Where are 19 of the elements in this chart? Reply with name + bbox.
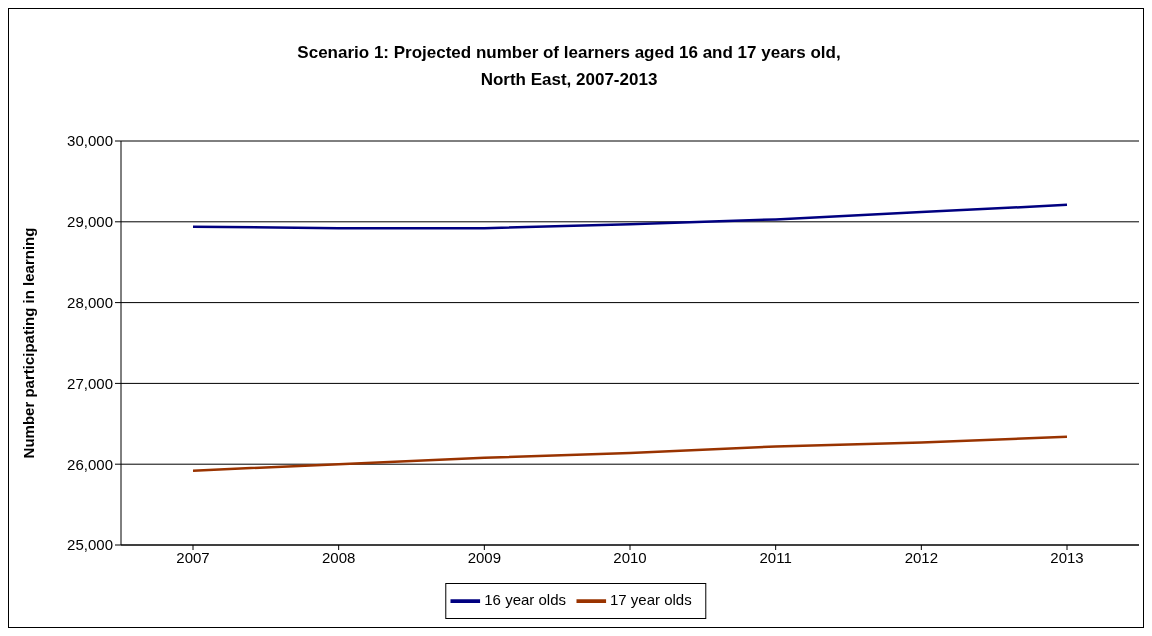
legend-label: 17 year olds — [610, 590, 692, 608]
x-tick-label: 2012 — [904, 548, 939, 566]
x-tick-label: 2010 — [613, 548, 647, 566]
y-tick-label: 25,000 — [67, 536, 113, 554]
y-tick-label: 29,000 — [67, 213, 113, 231]
chart-title: Scenario 1: Projected number of learners aged 16 and 17 years old, North East, 2007-2013 — [296, 42, 842, 91]
y-tick-label: 30,000 — [67, 132, 113, 150]
x-tick-label: 2007 — [176, 548, 210, 566]
y-tick-label: 26,000 — [67, 455, 113, 473]
y-tick-label: 28,000 — [67, 293, 113, 311]
x-tick-label: 2009 — [467, 548, 502, 566]
line-series — [191, 435, 1069, 472]
x-tick-label: 2011 — [759, 548, 792, 566]
line-series — [191, 203, 1069, 230]
y-axis-title: Number participating in learning — [20, 227, 38, 459]
x-tick-label: 2013 — [1050, 548, 1084, 566]
x-tick-label: 2008 — [321, 548, 356, 566]
legend-label: 16 year olds — [484, 590, 566, 608]
y-tick-label: 27,000 — [67, 374, 113, 392]
